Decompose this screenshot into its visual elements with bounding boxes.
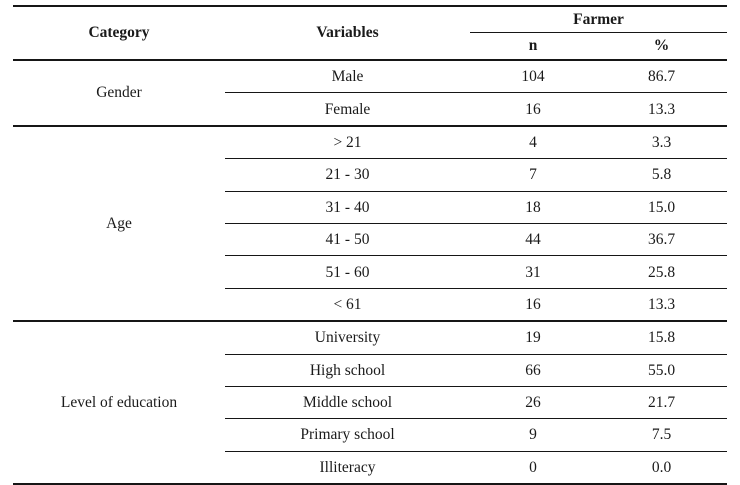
category-cell-education: Level of education [13,320,225,485]
header-row-spanner: Category Variables Farmer [13,6,727,61]
table-row: Middle school 26 21.7 [13,385,727,419]
variable-cell: < 61 [225,287,470,322]
category-cell-age: Age [13,124,225,322]
n-cell: 19 [470,320,596,355]
header-pct: % [596,32,727,61]
n-cell: 44 [470,222,596,256]
pct-cell: 15.0 [596,190,727,224]
variable-cell: University [225,320,470,355]
table-body: Gender Male 104 86.7 Female 16 13.3 Age … [13,59,727,485]
pct-cell: 86.7 [596,59,727,93]
pct-cell: 25.8 [596,255,727,289]
header-category: Category [13,6,225,61]
n-cell: 66 [470,353,596,387]
demographics-table: Category Variables Farmer n % Gender Mal… [13,5,727,485]
n-cell: 0 [470,450,596,485]
pct-cell: 3.3 [596,124,727,159]
demographics-table-wrapper: Category Variables Farmer n % Gender Mal… [13,5,727,485]
n-cell: 9 [470,418,596,452]
table-row: 21 - 30 7 5.8 [13,158,727,192]
variable-cell: 21 - 30 [225,158,470,192]
pct-cell: 55.0 [596,353,727,387]
variable-cell: 41 - 50 [225,222,470,256]
variable-cell: > 21 [225,124,470,159]
pct-cell: 13.3 [596,92,727,126]
table-row: 41 - 50 44 36.7 [13,222,727,256]
n-cell: 31 [470,255,596,289]
table-row: 51 - 60 31 25.8 [13,255,727,289]
n-cell: 18 [470,190,596,224]
table-row: < 61 16 13.3 [13,287,727,322]
table-row: Female 16 13.3 [13,92,727,126]
table-row: Primary school 9 7.5 [13,418,727,452]
table-row: Gender Male 104 86.7 [13,59,727,126]
n-cell: 26 [470,385,596,419]
variable-cell: 31 - 40 [225,190,470,224]
table-header: Category Variables Farmer n % [13,6,727,61]
n-cell: 4 [470,124,596,159]
pct-cell: 21.7 [596,385,727,419]
variable-cell: Illiteracy [225,450,470,485]
table-row: 31 - 40 18 15.0 [13,190,727,224]
variable-cell: Male [225,59,470,93]
variable-cell: Female [225,92,470,126]
variable-cell: 51 - 60 [225,255,470,289]
pct-cell: 15.8 [596,320,727,355]
variable-cell: Middle school [225,385,470,419]
variable-cell: Primary school [225,418,470,452]
pct-cell: 36.7 [596,222,727,256]
n-cell: 104 [470,59,596,93]
pct-cell: 0.0 [596,450,727,485]
pct-cell: 5.8 [596,158,727,192]
n-cell: 7 [470,158,596,192]
header-farmer-group: Farmer [470,6,727,33]
table-row: High school 66 55.0 [13,353,727,387]
table-row: Illiteracy 0 0.0 [13,450,727,485]
variable-cell: High school [225,353,470,387]
n-cell: 16 [470,287,596,322]
header-variables: Variables [225,6,470,61]
n-cell: 16 [470,92,596,126]
header-row-subcolumns: n % [13,32,727,61]
pct-cell: 13.3 [596,287,727,322]
header-n: n [470,32,596,61]
category-cell-gender: Gender [13,59,225,126]
table-row: Age > 21 4 3.3 [13,124,727,322]
pct-cell: 7.5 [596,418,727,452]
table-row: Level of education University 19 15.8 [13,320,727,485]
